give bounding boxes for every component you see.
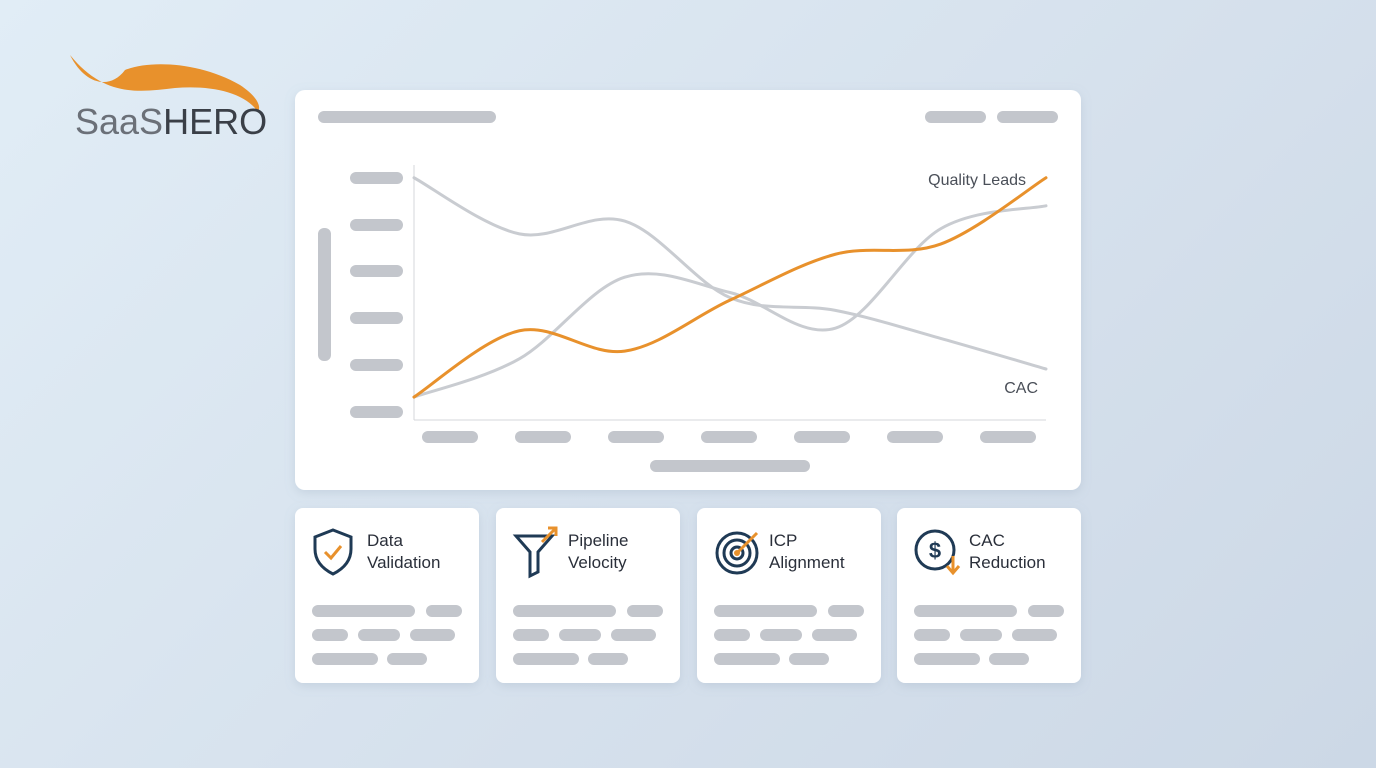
placeholder [714,605,817,617]
icon [914,529,956,571]
logo: SaaSHERO [70,55,267,142]
placeholder [350,406,403,418]
placeholder [588,653,628,665]
placeholder [760,629,802,641]
placeholder [714,653,780,665]
series-line [412,176,1048,399]
icon [945,556,961,576]
card-title: Reduction [969,553,1046,572]
placeholder [387,653,427,665]
placeholder [989,653,1029,665]
logo-part: SaaS [75,101,163,142]
placeholder [513,605,616,617]
placeholder [960,629,1002,641]
card-title: Pipeline [568,531,629,550]
placeholder [914,605,1017,617]
card-title: CAC [969,531,1005,550]
placeholder [925,111,986,123]
placeholder [513,629,549,641]
placeholder [1028,605,1064,617]
placeholder [410,629,455,641]
icon [512,534,556,579]
series-label: Quality Leads [928,172,1026,189]
placeholder [312,653,378,665]
icon [715,531,759,575]
placeholder [980,431,1036,443]
placeholder [701,431,757,443]
placeholder [358,629,400,641]
card: Data Validation [295,508,479,683]
placeholder [914,653,980,665]
card: Pipeline Velocity [496,508,680,683]
card-title: ICP [769,531,797,550]
card-title: Data [367,531,403,550]
series-line [412,204,1048,399]
placeholder [422,431,478,443]
chart-panel [295,90,1081,490]
placeholder [812,629,857,641]
placeholder [318,111,496,123]
placeholder [914,629,950,641]
icon [313,528,353,576]
series-label: CAC [1004,380,1038,397]
icon [729,545,745,561]
placeholder [828,605,864,617]
placeholder [650,460,810,472]
cards: Data Validation Pipeline Velocity ICP Alignme… [295,508,1081,683]
placeholder [515,431,571,443]
placeholder [794,431,850,443]
icon: $ [929,538,941,563]
icon [722,538,752,568]
placeholder [887,431,943,443]
placeholders [318,111,1058,472]
card-title: Alignment [769,553,845,572]
logo-text: SaaSHERO [75,101,267,142]
card-title: Velocity [568,553,627,572]
icon [735,531,759,555]
placeholder [714,629,750,641]
logo-part: HERO [163,101,267,142]
placeholder [426,605,462,617]
placeholder [350,219,403,231]
card-title: Validation [367,553,440,572]
placeholder [350,265,403,277]
series-line [412,176,1048,371]
placeholder [350,312,403,324]
icon [540,526,558,544]
logo-swoosh [70,55,260,112]
placeholder [997,111,1058,123]
placeholder [318,228,331,361]
placeholder [350,359,403,371]
placeholder [559,629,601,641]
card: $ CAC Reduction [897,508,1081,683]
placeholder [350,172,403,184]
placeholder [608,431,664,443]
placeholder [1012,629,1057,641]
placeholder [627,605,663,617]
placeholder [513,653,579,665]
placeholder [789,653,829,665]
card: ICP Alignment [697,508,881,683]
placeholder [312,605,415,617]
placeholder [312,629,348,641]
icon [323,545,343,561]
placeholder [611,629,656,641]
